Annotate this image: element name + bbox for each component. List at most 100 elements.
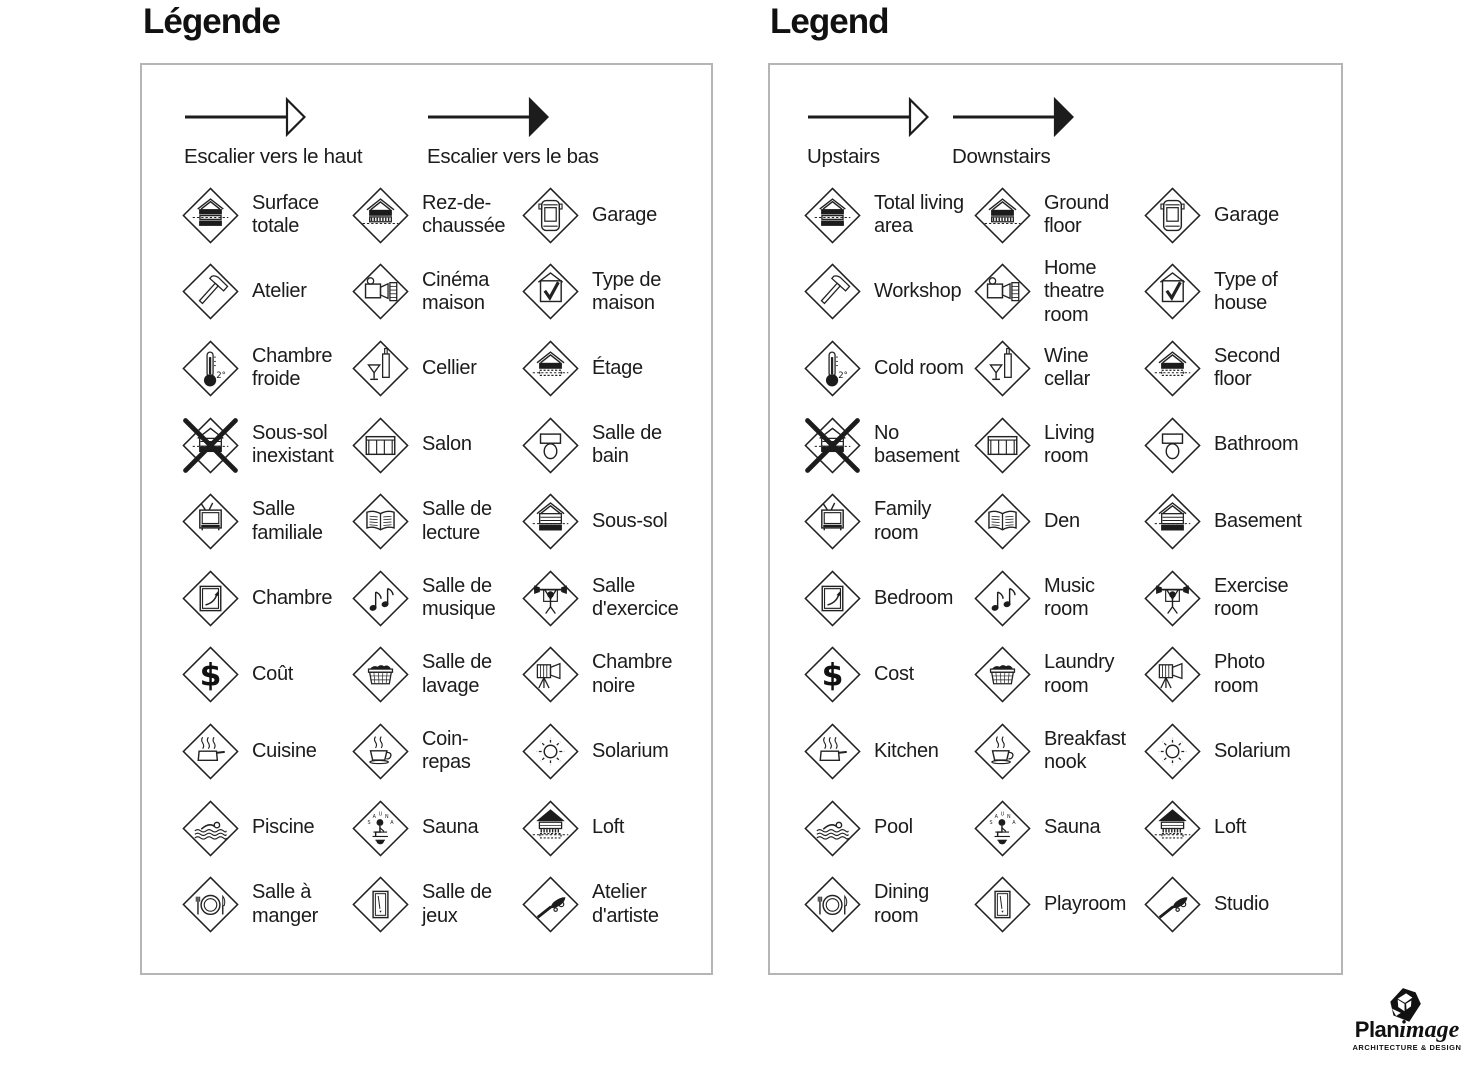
house-total-icon xyxy=(804,187,861,244)
legend-item-label: Home theatre room xyxy=(1044,256,1105,326)
legend-item: Cinéma maison xyxy=(352,263,522,320)
stair-arrow-label: Escalier vers le haut xyxy=(184,145,363,168)
thermometer-icon xyxy=(182,340,239,397)
logo-brand-bold: Plan xyxy=(1354,1017,1400,1042)
legend-item-label: Salle d'exercice xyxy=(592,574,679,621)
legend-item: Sauna xyxy=(352,800,522,857)
legend-item-label: Den xyxy=(1044,509,1080,532)
house-ground-floor-icon xyxy=(352,187,409,244)
up-arrow-icon xyxy=(808,96,930,138)
legend-item: Salle de bain xyxy=(522,417,707,474)
legend-item-label: Loft xyxy=(592,816,625,839)
legend-item-label: Bathroom xyxy=(1214,433,1299,456)
car-icon xyxy=(522,187,579,244)
legend-item: Cuisine xyxy=(182,723,352,780)
legend-item-label: Music room xyxy=(1044,574,1095,621)
legend-title-english: Legend xyxy=(770,2,889,41)
legend-item-label: No basement xyxy=(874,421,960,468)
legend-item-label: Cinéma maison xyxy=(422,268,490,314)
legend-item: Atelier d'artiste xyxy=(522,876,707,933)
house-crossed-icon xyxy=(804,417,861,473)
legend-item-label: Sous-sol inexistant xyxy=(252,421,334,468)
legend-item: Music room xyxy=(974,570,1144,627)
legend-item: Loft xyxy=(522,800,707,857)
weightlifter-icon xyxy=(522,570,579,627)
legend-item-label: Sauna xyxy=(1044,816,1101,839)
legend-item-label: Wine cellar xyxy=(1044,345,1090,391)
legend-item-label: Surface totale xyxy=(252,191,319,238)
legend-item: Bathroom xyxy=(1144,417,1337,474)
legend-item: Étage xyxy=(522,340,707,397)
legend-item: Salle d'exercice xyxy=(522,570,707,627)
legend-item-label: Bedroom xyxy=(874,586,954,609)
legend-item-label: Chambre froide xyxy=(252,345,333,391)
legend-item-label: Garage xyxy=(1214,203,1279,226)
car-icon xyxy=(1144,187,1201,244)
logo-tagline: ARCHITECTURE & DESIGN xyxy=(1352,1043,1462,1052)
legend-item: Cold room xyxy=(804,340,974,397)
cup-steam-icon xyxy=(352,723,409,780)
legend-item-label: Type of house xyxy=(1214,268,1278,314)
legend-item: Solarium xyxy=(1144,723,1337,780)
projector-icon xyxy=(352,264,409,320)
legend-item-label: Studio xyxy=(1214,892,1269,915)
pot-steam-icon xyxy=(804,723,861,780)
sofa-icon xyxy=(974,417,1031,473)
legend-item-label: Chambre xyxy=(252,586,333,609)
house-ground-floor-icon xyxy=(974,187,1031,244)
legend-item-label: Salle de lecture xyxy=(422,498,492,544)
legend-item-label: Type de maison xyxy=(592,268,662,314)
legend-item: No basement xyxy=(804,417,974,474)
legend-panel-french: Escalier vers le haut Escalier vers le ba… xyxy=(140,63,713,975)
house-basement-icon xyxy=(1144,493,1201,550)
pool-table-icon xyxy=(352,876,409,933)
legend-item-label: Dining room xyxy=(874,881,929,927)
legend-item-label: Salle à manger xyxy=(252,881,319,927)
legend-item: Salle de lavage xyxy=(352,646,522,703)
legend-item-label: Salle de jeux xyxy=(422,881,492,927)
legend-item: Living room xyxy=(974,417,1144,474)
legend-item-label: Salon xyxy=(422,433,472,456)
legend-item: Sous-sol xyxy=(522,493,707,550)
legend-item: Workshop xyxy=(804,263,974,320)
open-book-icon xyxy=(974,493,1031,550)
legend-item-label: Coin-repas xyxy=(422,728,471,774)
tv-icon xyxy=(182,493,239,550)
tv-icon xyxy=(804,493,861,550)
legend-item: Piscine xyxy=(182,800,352,857)
legend-item: Photo room xyxy=(1144,646,1337,703)
legend-item-label: Living room xyxy=(1044,421,1095,468)
legend-item-label: Coût xyxy=(252,663,294,686)
legend-item-label: Cellier xyxy=(422,356,477,379)
legend-item: Playroom xyxy=(974,876,1144,933)
legend-item-label: Sous-sol xyxy=(592,509,668,532)
legend-item: Type of house xyxy=(1144,263,1337,320)
legend-item: Salle familiale xyxy=(182,493,352,550)
legend-item-label: Sauna xyxy=(422,816,479,839)
camera-tripod-icon xyxy=(1144,647,1201,703)
legend-item-label: Breakfast nook xyxy=(1044,728,1126,774)
legend-item-label: Photo room xyxy=(1214,651,1265,697)
thermometer-icon xyxy=(804,340,861,397)
legend-item-label: Exercise room xyxy=(1214,574,1289,621)
legend-item-label: Solarium xyxy=(1214,739,1291,762)
legend-item-label: Pool xyxy=(874,816,913,839)
legend-item: Chambre noire xyxy=(522,646,707,703)
cup-steam-icon xyxy=(974,723,1031,780)
house-check-icon xyxy=(522,264,579,320)
legend-grid: Total living area Ground floor Garage Works… xyxy=(804,177,1337,969)
down-arrow-icon xyxy=(953,96,1075,138)
legend-item: Chambre froide xyxy=(182,340,352,397)
swimmer-icon xyxy=(804,800,861,856)
legend-item-label: Chambre noire xyxy=(592,651,673,697)
legend-item: Den xyxy=(974,493,1144,550)
legend-item: Garage xyxy=(522,187,707,244)
paintbrush-icon xyxy=(1144,876,1201,933)
legend-item: Salle à manger xyxy=(182,876,352,933)
toilet-icon xyxy=(522,417,579,473)
planimage-logo-icon xyxy=(1390,988,1421,1022)
stair-arrow-label: Upstairs xyxy=(807,145,880,168)
legend-item-label: Solarium xyxy=(592,739,669,762)
projector-icon xyxy=(974,264,1031,320)
legend-item-label: Kitchen xyxy=(874,739,939,762)
